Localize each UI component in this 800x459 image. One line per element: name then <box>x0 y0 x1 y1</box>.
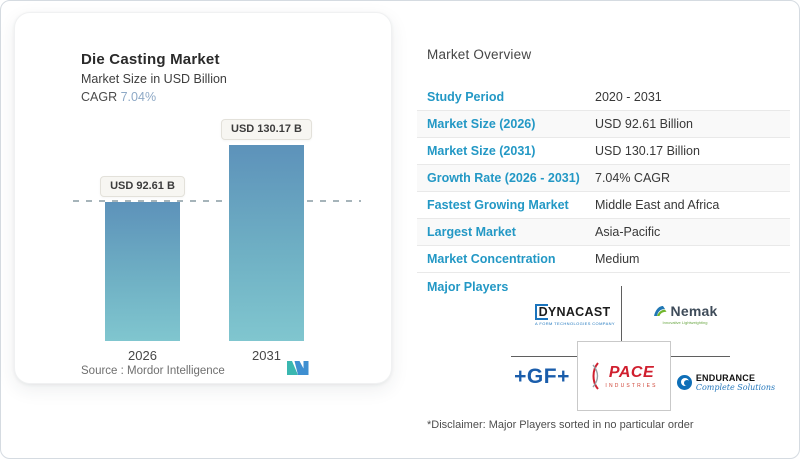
bar-column-2026: USD 92.61 B 2026 <box>100 175 185 363</box>
chart-subtitle: Market Size in USD Billion <box>81 72 227 86</box>
endurance-tagline: Complete Solutions <box>695 382 776 392</box>
row-label: Market Size (2026) <box>427 117 536 131</box>
dynacast-bracket-icon <box>534 304 548 320</box>
chart-title: Die Casting Market <box>81 51 220 68</box>
dynacast-name: DYNACAST <box>538 305 611 319</box>
overview-heading: Market Overview <box>427 47 532 62</box>
bar-column-2031: USD 130.17 B 2031 <box>221 119 312 363</box>
table-row-largest-market: Largest Market Asia-Pacific <box>417 219 790 246</box>
nemak-wordmark: Nemak <box>653 303 718 319</box>
row-value: Asia-Pacific <box>595 225 661 239</box>
overview-table: Study Period 2020 - 2031 Market Size (20… <box>417 84 790 273</box>
pace-name: PACE <box>608 363 655 381</box>
gf-name: +GF+ <box>514 365 570 388</box>
disclaimer-text: *Disclaimer: Major Players sorted in no … <box>427 419 694 431</box>
georg-fischer-logo: +GF+ <box>508 363 576 391</box>
x-tick-2031: 2031 <box>252 348 281 363</box>
pace-wordmark: PACE INDUSTRIES <box>605 364 657 389</box>
source-label: Source : <box>81 365 124 377</box>
table-row-market-concentration: Market Concentration Medium <box>417 246 790 273</box>
row-label: Study Period <box>427 90 505 104</box>
cagr-value: 7.04% <box>120 90 157 104</box>
bar-value-label-2026: USD 92.61 B <box>100 175 185 197</box>
pace-tagline: INDUSTRIES <box>605 382 658 389</box>
nemak-swoosh-icon <box>653 306 667 316</box>
reference-dashline <box>73 199 361 202</box>
chart-header: Die Casting Market Market Size in USD Bi… <box>81 51 227 104</box>
major-players-grid: DYNACAST A FORM TECHNOLOGIES COMPANY Nem… <box>500 283 785 415</box>
chart-cagr-line: CAGR 7.04% <box>81 90 227 104</box>
row-label: Growth Rate (2026 - 2031) <box>427 171 580 185</box>
row-label: Market Size (2031) <box>427 144 536 158</box>
table-row-fastest-growing-market: Fastest Growing Market Middle East and A… <box>417 192 790 219</box>
pace-industries-logo: PACE INDUSTRIES <box>577 341 671 411</box>
endurance-name: ENDURANCE <box>695 372 756 383</box>
table-row-market-size-2026: Market Size (2026) USD 92.61 Billion <box>417 111 790 138</box>
endurance-logo: ENDURANCE Complete Solutions <box>673 367 779 397</box>
endurance-wordmark: ENDURANCE Complete Solutions <box>696 373 775 392</box>
row-value: 7.04% CAGR <box>595 171 671 185</box>
nemak-tagline: Innovative Lightweighting <box>662 320 708 325</box>
row-label: Market Concentration <box>427 252 556 266</box>
mordor-intelligence-logo-icon <box>287 361 309 375</box>
x-tick-2026: 2026 <box>128 348 157 363</box>
row-value: Medium <box>595 252 640 266</box>
bar-2026 <box>105 201 180 341</box>
row-label: Fastest Growing Market <box>427 198 569 212</box>
bar-chart: USD 92.61 B 2026 USD 130.17 B 2031 <box>73 119 361 363</box>
major-players-label: Major Players <box>427 280 509 294</box>
nemak-name: Nemak <box>670 303 718 319</box>
players-vertical-divider <box>621 286 622 342</box>
table-row-study-period: Study Period 2020 - 2031 <box>417 84 790 111</box>
source-value: Mordor Intelligence <box>127 365 225 377</box>
market-chart-card: Die Casting Market Market Size in USD Bi… <box>14 12 392 384</box>
dynacast-logo: DYNACAST A FORM TECHNOLOGIES COMPANY <box>530 300 615 330</box>
bar-2031 <box>229 145 304 341</box>
table-row-growth-rate: Growth Rate (2026 - 2031) 7.04% CAGR <box>417 165 790 192</box>
row-value: USD 92.61 Billion <box>595 117 693 131</box>
table-row-market-size-2031: Market Size (2031) USD 130.17 Billion <box>417 138 790 165</box>
row-value: USD 130.17 Billion <box>595 144 700 158</box>
dynacast-tagline: A FORM TECHNOLOGIES COMPANY <box>535 321 615 326</box>
row-label: Largest Market <box>427 225 516 239</box>
players-horizontal-divider-right <box>671 356 730 357</box>
row-value: Middle East and Africa <box>595 198 720 212</box>
bar-value-label-2031: USD 130.17 B <box>221 119 312 140</box>
cagr-label: CAGR <box>81 90 118 104</box>
dynacast-wordmark: DYNACAST <box>534 304 611 320</box>
endurance-circle-icon <box>676 374 692 390</box>
source-line: Source : Mordor Intelligence <box>81 365 225 377</box>
pace-swoosh-icon <box>592 362 600 390</box>
nemak-logo: Nemak Innovative Lightweighting <box>646 299 724 329</box>
players-horizontal-divider-left <box>511 356 578 357</box>
row-value: 2020 - 2031 <box>595 90 662 104</box>
